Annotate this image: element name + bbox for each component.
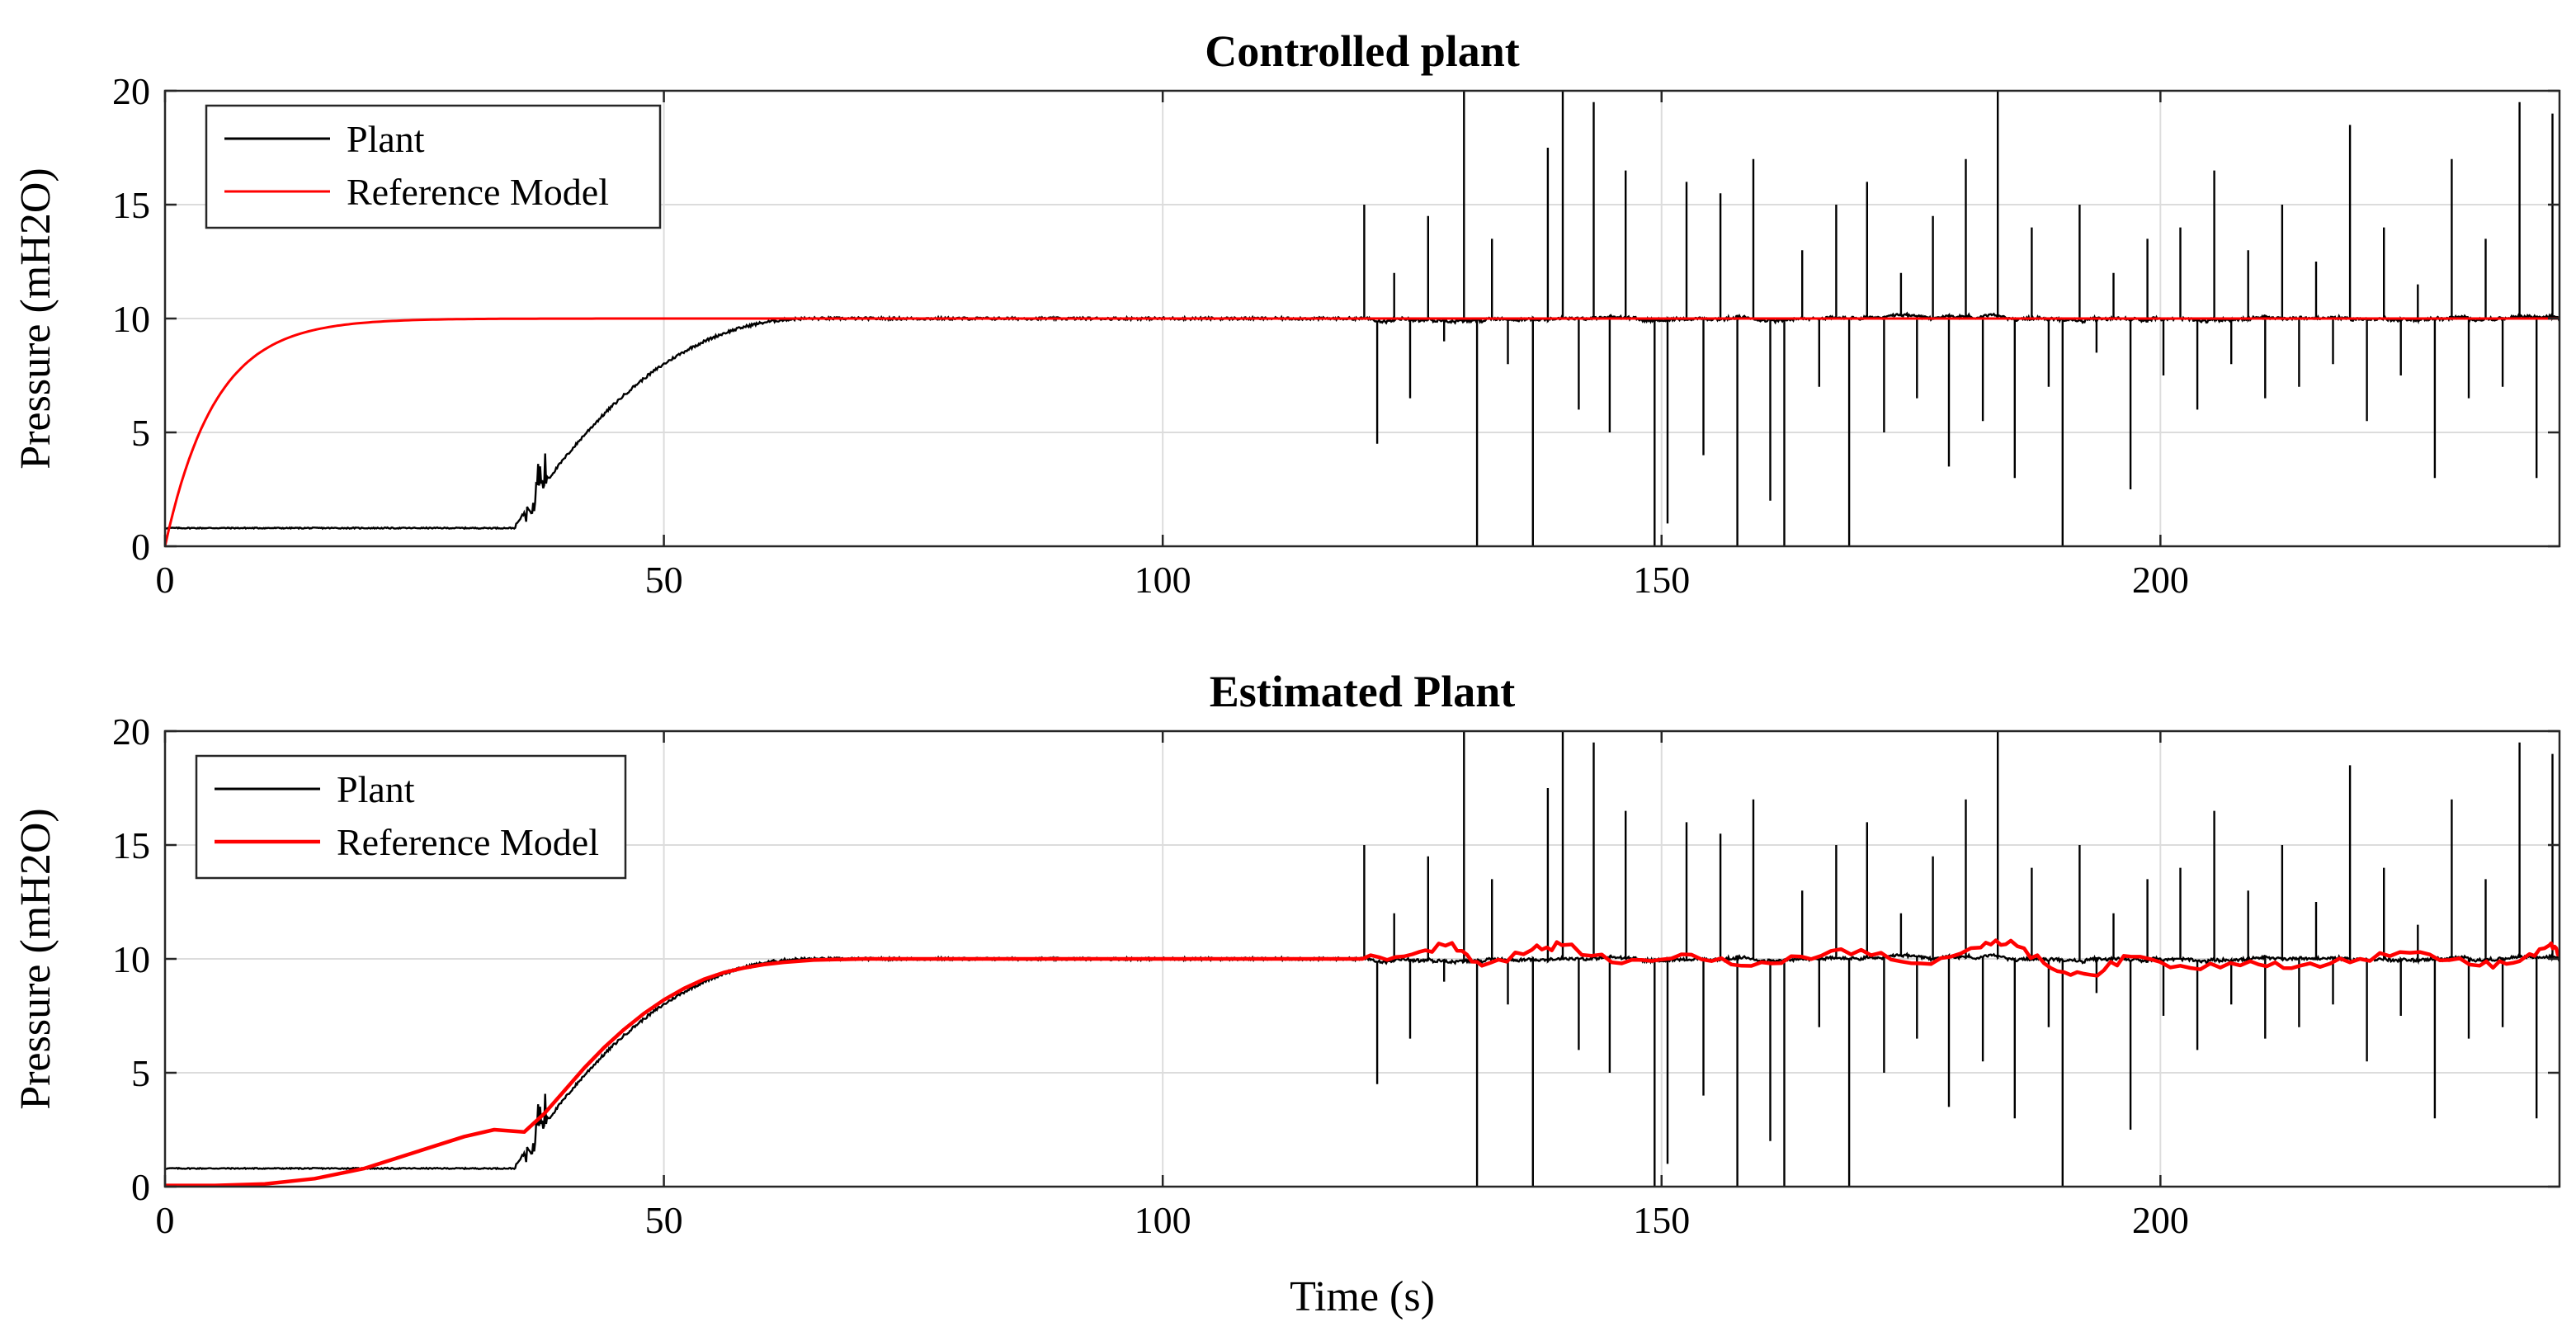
- y-tick-label: 10: [112, 938, 150, 980]
- chart-title: Controlled plant: [1205, 26, 1520, 76]
- chart-title: Estimated Plant: [1210, 667, 1516, 716]
- x-tick-label: 50: [645, 1199, 683, 1241]
- y-tick-label: 20: [112, 710, 150, 753]
- x-tick-label: 200: [2132, 559, 2189, 601]
- panel-estimated-plant: 0 50 100 150 200 0 5 10 15 20 Estimated Plant Press…: [12, 667, 2561, 1320]
- legend-label: Plant: [347, 118, 425, 160]
- x-tick-label: 100: [1135, 1199, 1191, 1241]
- x-tick-label: 50: [645, 559, 683, 601]
- legend-label: Reference Model: [347, 171, 609, 213]
- x-axis-label: Time (s): [1290, 1273, 1435, 1320]
- y-axis-label: Pressure (mH2O): [12, 808, 59, 1109]
- x-tick-label: 0: [156, 1199, 175, 1241]
- y-tick-label: 0: [131, 526, 150, 568]
- legend: Plant Reference Model: [205, 104, 662, 229]
- legend-label: Reference Model: [337, 821, 599, 863]
- y-tick-label: 5: [131, 1052, 150, 1094]
- legend-box: [205, 104, 662, 229]
- y-axis-label: Pressure (mH2O): [12, 168, 59, 469]
- legend-box: [195, 754, 627, 880]
- y-tick-label: 15: [112, 824, 150, 866]
- series-group: [165, 91, 2559, 546]
- y-tick-label: 15: [112, 184, 150, 226]
- x-tick-label: 100: [1135, 559, 1191, 601]
- y-tick-label: 5: [131, 412, 150, 454]
- series-group: [165, 731, 2559, 1187]
- x-tick-label: 150: [1633, 1199, 1690, 1241]
- legend: Plant Reference Model: [195, 754, 627, 880]
- series-plant-line: [165, 731, 2559, 1187]
- x-tick-label: 200: [2132, 1199, 2189, 1241]
- legend-label: Plant: [337, 768, 415, 810]
- y-tick-label: 20: [112, 70, 150, 112]
- y-tick-label: 10: [112, 298, 150, 340]
- series-reference-model-line: [165, 938, 2559, 1187]
- x-tick-label: 150: [1633, 559, 1690, 601]
- series-reference-model-line: [165, 317, 2559, 546]
- y-tick-label: 0: [131, 1166, 150, 1208]
- x-tick-label: 0: [156, 559, 175, 601]
- panel-controlled-plant: 0 50 100 150 200 0 5 10 15 20 Controlled plant Pres…: [12, 26, 2561, 601]
